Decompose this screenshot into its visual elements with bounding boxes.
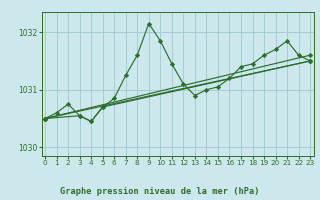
Text: Graphe pression niveau de la mer (hPa): Graphe pression niveau de la mer (hPa) — [60, 187, 260, 196]
